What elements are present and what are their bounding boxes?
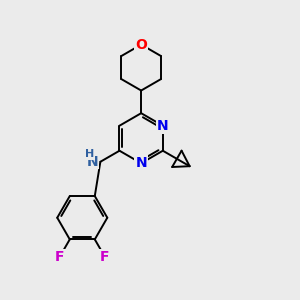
Text: N: N <box>86 155 98 169</box>
Text: O: O <box>135 38 147 52</box>
Text: F: F <box>100 250 110 264</box>
Text: N: N <box>157 119 169 133</box>
Text: F: F <box>55 250 64 264</box>
Text: N: N <box>135 156 147 170</box>
Text: H: H <box>85 149 95 159</box>
